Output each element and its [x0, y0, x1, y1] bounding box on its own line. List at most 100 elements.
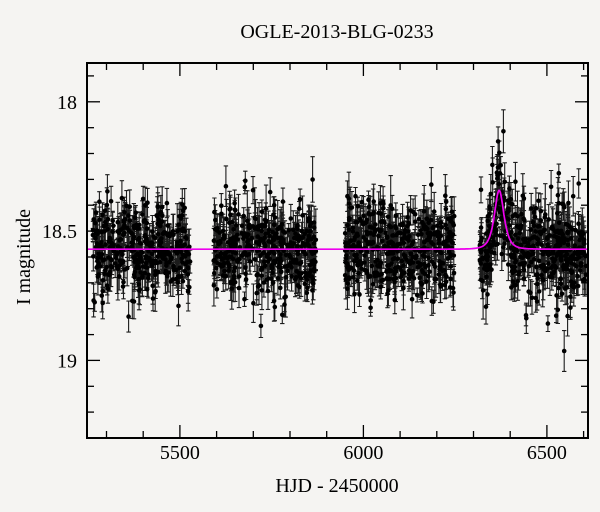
data-point	[533, 229, 538, 234]
data-point	[561, 348, 567, 354]
data-point	[393, 213, 399, 218]
data-point	[581, 237, 587, 242]
data-point	[90, 232, 96, 238]
data-point	[221, 236, 227, 241]
data-point	[397, 241, 403, 247]
data-point	[485, 257, 490, 263]
data-point	[560, 232, 565, 237]
data-point	[444, 274, 449, 280]
data-point	[138, 241, 144, 246]
data-point	[483, 248, 488, 254]
plot-title: OGLE-2013-BLG-0233	[240, 21, 433, 43]
data-point	[366, 197, 371, 203]
data-point	[174, 244, 180, 250]
data-points-layer	[90, 109, 588, 372]
data-point	[309, 274, 315, 279]
data-point	[348, 238, 353, 243]
data-point	[308, 268, 314, 273]
data-point	[92, 220, 98, 226]
data-point	[294, 269, 299, 274]
data-point	[180, 278, 186, 284]
data-point	[519, 211, 524, 217]
data-point	[570, 193, 576, 199]
data-point	[302, 270, 308, 275]
data-point	[521, 216, 526, 221]
data-point	[435, 233, 440, 239]
data-point	[393, 268, 399, 274]
data-point	[222, 251, 227, 257]
data-point	[266, 231, 271, 236]
data-point	[262, 243, 268, 248]
data-point	[306, 236, 312, 242]
data-point	[266, 251, 272, 256]
data-point	[162, 230, 167, 235]
data-point	[361, 235, 366, 240]
data-point	[410, 260, 416, 265]
data-point	[134, 257, 140, 263]
data-point	[496, 181, 502, 187]
data-point	[384, 234, 390, 239]
data-point	[140, 250, 145, 255]
data-point	[497, 150, 502, 156]
model-curve-layer	[87, 189, 588, 251]
data-point	[299, 228, 305, 234]
data-point	[303, 252, 309, 257]
data-point	[304, 290, 310, 296]
data-point	[531, 209, 537, 215]
data-point	[131, 236, 136, 241]
data-point	[228, 212, 233, 218]
data-point	[154, 213, 159, 218]
data-point	[305, 285, 310, 291]
data-point	[571, 284, 577, 289]
data-point	[517, 230, 522, 236]
data-point	[581, 241, 587, 247]
data-point	[233, 237, 238, 243]
data-point	[150, 258, 156, 264]
data-point	[366, 274, 371, 280]
data-point	[439, 224, 444, 230]
data-point	[357, 259, 363, 264]
data-point	[249, 235, 254, 241]
data-point	[509, 268, 515, 274]
data-point	[514, 241, 519, 247]
data-point	[406, 271, 412, 277]
data-point	[100, 212, 105, 218]
data-point	[361, 213, 366, 219]
data-point	[540, 252, 546, 257]
data-point	[352, 291, 357, 297]
data-point	[534, 299, 540, 304]
data-point	[390, 233, 395, 238]
data-point	[555, 211, 560, 216]
data-point	[371, 199, 377, 204]
data-point	[251, 300, 256, 306]
axes-layer	[86, 62, 589, 439]
data-point	[342, 273, 348, 278]
data-point	[443, 199, 449, 204]
data-point	[568, 294, 573, 300]
data-point	[359, 199, 365, 205]
data-point	[393, 275, 399, 281]
data-point	[525, 241, 531, 246]
data-point	[451, 270, 457, 276]
data-point	[116, 230, 122, 235]
data-point	[244, 234, 249, 240]
data-point	[568, 305, 573, 310]
data-point	[504, 210, 510, 215]
data-point	[401, 278, 406, 284]
data-point	[291, 241, 297, 246]
data-point	[423, 264, 428, 270]
data-point	[234, 258, 240, 263]
data-point	[345, 286, 350, 292]
data-point	[345, 222, 350, 228]
data-point	[228, 242, 234, 248]
data-point	[303, 274, 308, 280]
data-point	[230, 250, 236, 255]
data-point	[278, 269, 284, 275]
data-point	[99, 293, 105, 298]
data-point	[104, 202, 110, 208]
data-point	[553, 313, 559, 319]
data-point	[311, 266, 317, 272]
data-point	[121, 225, 126, 231]
